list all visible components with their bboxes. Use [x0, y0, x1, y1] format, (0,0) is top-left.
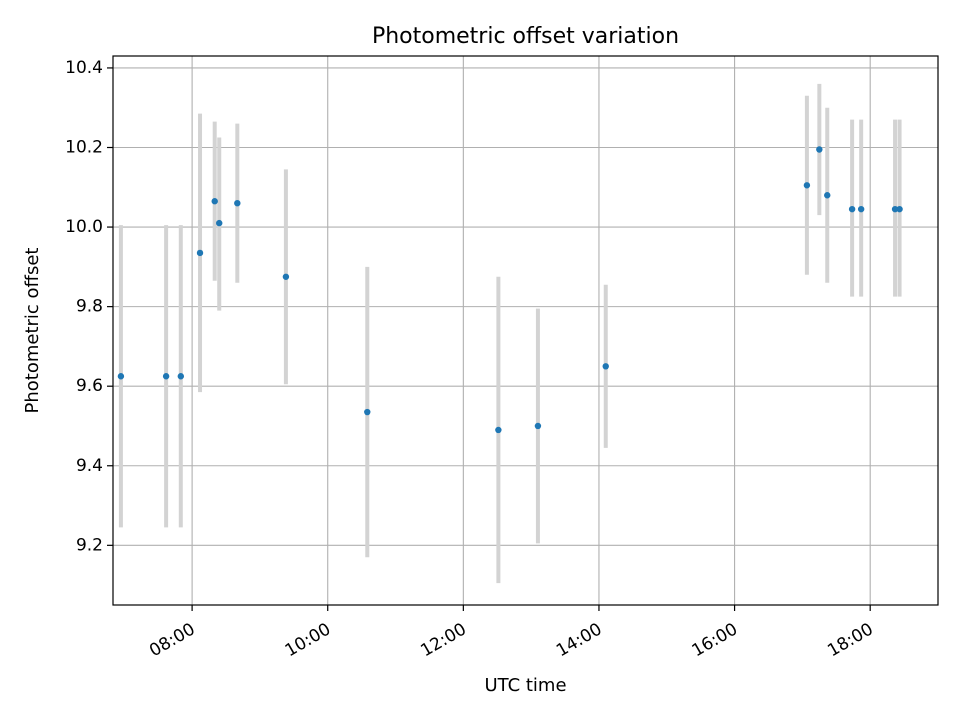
x-axis-label: UTC time	[484, 675, 566, 696]
y-tick-label: 10.2	[65, 138, 103, 158]
chart-title: Photometric offset variation	[372, 24, 679, 49]
data-point	[495, 426, 502, 434]
data-point	[803, 182, 811, 189]
data-point	[896, 205, 903, 213]
data-point	[117, 373, 125, 380]
data-point	[534, 422, 542, 430]
data-point	[162, 373, 170, 380]
grid-layer	[113, 56, 938, 605]
point-layer	[117, 146, 903, 434]
data-point	[848, 205, 856, 213]
y-tick-label: 10.0	[65, 217, 103, 237]
data-point	[196, 249, 204, 257]
data-point	[816, 146, 823, 153]
y-tick-label: 9.4	[76, 456, 103, 476]
y-tick-label: 10.4	[65, 58, 103, 78]
data-point	[216, 219, 223, 227]
data-point	[234, 199, 241, 207]
data-point	[824, 192, 831, 199]
y-tick-label: 9.8	[76, 297, 103, 317]
y-tick-label: 9.2	[76, 535, 103, 555]
data-point	[211, 198, 218, 205]
data-point	[602, 363, 609, 370]
y-axis-label: Photometric offset	[22, 248, 43, 414]
y-tick-label: 9.6	[76, 376, 103, 396]
data-point	[177, 373, 185, 380]
data-point	[282, 273, 290, 280]
plot-frame	[112, 55, 939, 606]
data-point	[857, 205, 865, 213]
y-axis-ticks: 9.2 9.4 9.6 9.8 10.0 10.2 10.4	[65, 58, 113, 555]
data-point	[364, 408, 371, 416]
data-point	[891, 205, 899, 213]
